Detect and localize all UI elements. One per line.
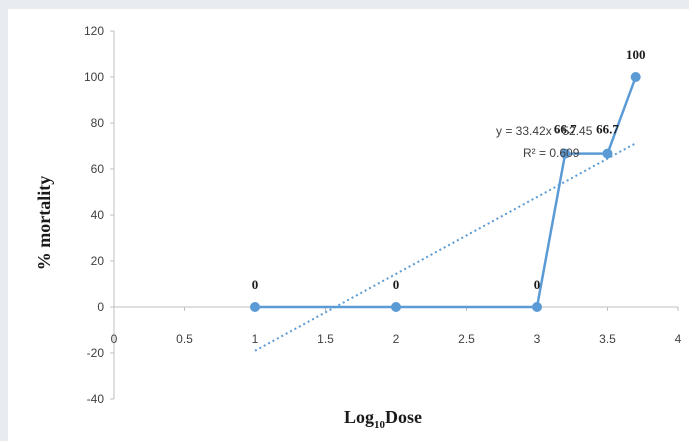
data-point (602, 148, 613, 159)
x-tick-label: 1 (252, 332, 259, 346)
y-tick-label: -20 (87, 346, 105, 360)
chart-frame: 120 100 80 60 40 20 0 -20 -40 0 0.5 1 1.5 2 2.5 3 3.5 4 0… (8, 9, 689, 441)
x-axis-label-main: Log (344, 407, 374, 427)
data-label: 66.7 (596, 122, 619, 137)
data-label: 100 (626, 47, 646, 62)
data-labels: 0 0 0 66.7 66.7 100 (252, 47, 646, 292)
data-point (391, 302, 401, 312)
x-tick-label: 2 (393, 332, 400, 346)
data-point (560, 148, 571, 159)
y-tick-label: 80 (91, 116, 105, 130)
y-tick-label: 60 (91, 162, 105, 176)
y-tick-label: 120 (84, 24, 104, 38)
data-label: 0 (252, 277, 259, 292)
x-tick-label: 0.5 (176, 332, 193, 346)
trendline (254, 142, 637, 352)
trendline-layer (254, 142, 637, 352)
data-point (630, 72, 641, 82)
x-axis-label-tail: Dose (385, 407, 422, 427)
y-axis-label: % mortality (34, 176, 54, 270)
trendline-r2: R² = 0.609 (523, 146, 580, 160)
y-tick-label: 20 (91, 254, 105, 268)
y-tick-label: 100 (84, 70, 104, 84)
y-tick-label: 0 (97, 300, 104, 314)
y-tick-label: 40 (91, 208, 105, 222)
series-line (255, 76, 637, 309)
axes: 120 100 80 60 40 20 0 -20 -40 0 0.5 1 1.5 2 2.5 3 3.5 4 (84, 24, 682, 406)
x-tick-label: 1.5 (317, 332, 334, 346)
x-tick-label: 2.5 (458, 332, 475, 346)
series-layer (250, 72, 641, 312)
data-point (250, 302, 260, 312)
x-tick-label: 3.5 (599, 332, 616, 346)
x-tick-label: 4 (675, 332, 682, 346)
data-label: 0 (393, 277, 400, 292)
x-tick-label: 0 (111, 332, 118, 346)
x-axis-label: Log10Dose (344, 407, 422, 431)
data-label: 0 (534, 277, 541, 292)
x-tick-label: 3 (534, 332, 541, 346)
data-point (532, 302, 542, 312)
data-label: 66.7 (554, 122, 577, 137)
trendline-equation: y = 33.42x - 52.45 (496, 124, 593, 138)
x-axis-label-subscript: 10 (374, 419, 386, 431)
y-tick-label: -40 (87, 392, 105, 406)
